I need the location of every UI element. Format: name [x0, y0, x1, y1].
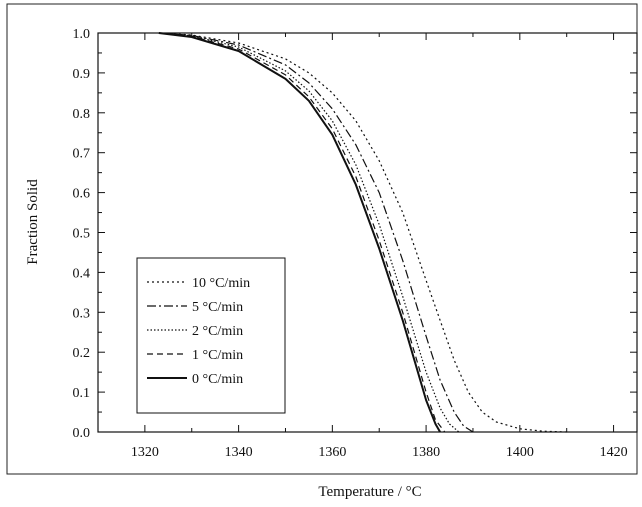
- y-tick-label: 0.6: [73, 187, 91, 202]
- y-tick-label: 0.4: [73, 266, 91, 281]
- y-tick-label: 0.7: [73, 147, 91, 162]
- y-axis-title: Fraction Solid: [25, 179, 41, 265]
- y-tick-label: 0.9: [73, 67, 91, 82]
- y-tick-label: 1.0: [73, 27, 91, 42]
- legend-label-4: 0 °C/min: [192, 372, 243, 387]
- y-tick-label: 0.3: [73, 306, 91, 321]
- series-line-2: [158, 32, 460, 433]
- legend-label-2: 2 °C/min: [192, 324, 243, 339]
- series-line-1: [158, 32, 474, 433]
- x-axis-title: Temperature / °C: [318, 484, 421, 500]
- legend-label-0: 10 °C/min: [192, 276, 250, 291]
- x-tick-label: 1360: [318, 445, 346, 460]
- legend-label-1: 5 °C/min: [192, 300, 243, 315]
- x-tick-label: 1420: [600, 445, 628, 460]
- x-tick-label: 1400: [506, 445, 534, 460]
- series-line-0: [158, 32, 567, 433]
- tick-labels: 1320 1340 1360 1380 1400 1420 0.0 0.1 0.2 0.3 0.4 0…: [73, 27, 628, 460]
- y-tick-label: 0.2: [73, 346, 91, 361]
- legend-box: [136, 257, 286, 414]
- series-line-4: [158, 32, 441, 433]
- legend-label-3: 1 °C/min: [192, 348, 243, 363]
- x-tick-label: 1380: [412, 445, 440, 460]
- y-tick-label: 0.5: [73, 227, 91, 242]
- y-tick-label: 0.1: [73, 386, 91, 401]
- figure-border: [6, 3, 638, 475]
- x-tick-label: 1340: [225, 445, 253, 460]
- y-tick-label: 0.0: [73, 426, 91, 441]
- series-layer: [158, 32, 567, 433]
- axis-ticks: [97, 32, 637, 433]
- x-tick-label: 1320: [131, 445, 159, 460]
- series-line-3: [158, 32, 446, 433]
- y-tick-label: 0.8: [73, 107, 91, 122]
- legend: 10 °C/min 5 °C/min 2 °C/min 1 °C/min 0 °C/mi…: [147, 276, 250, 387]
